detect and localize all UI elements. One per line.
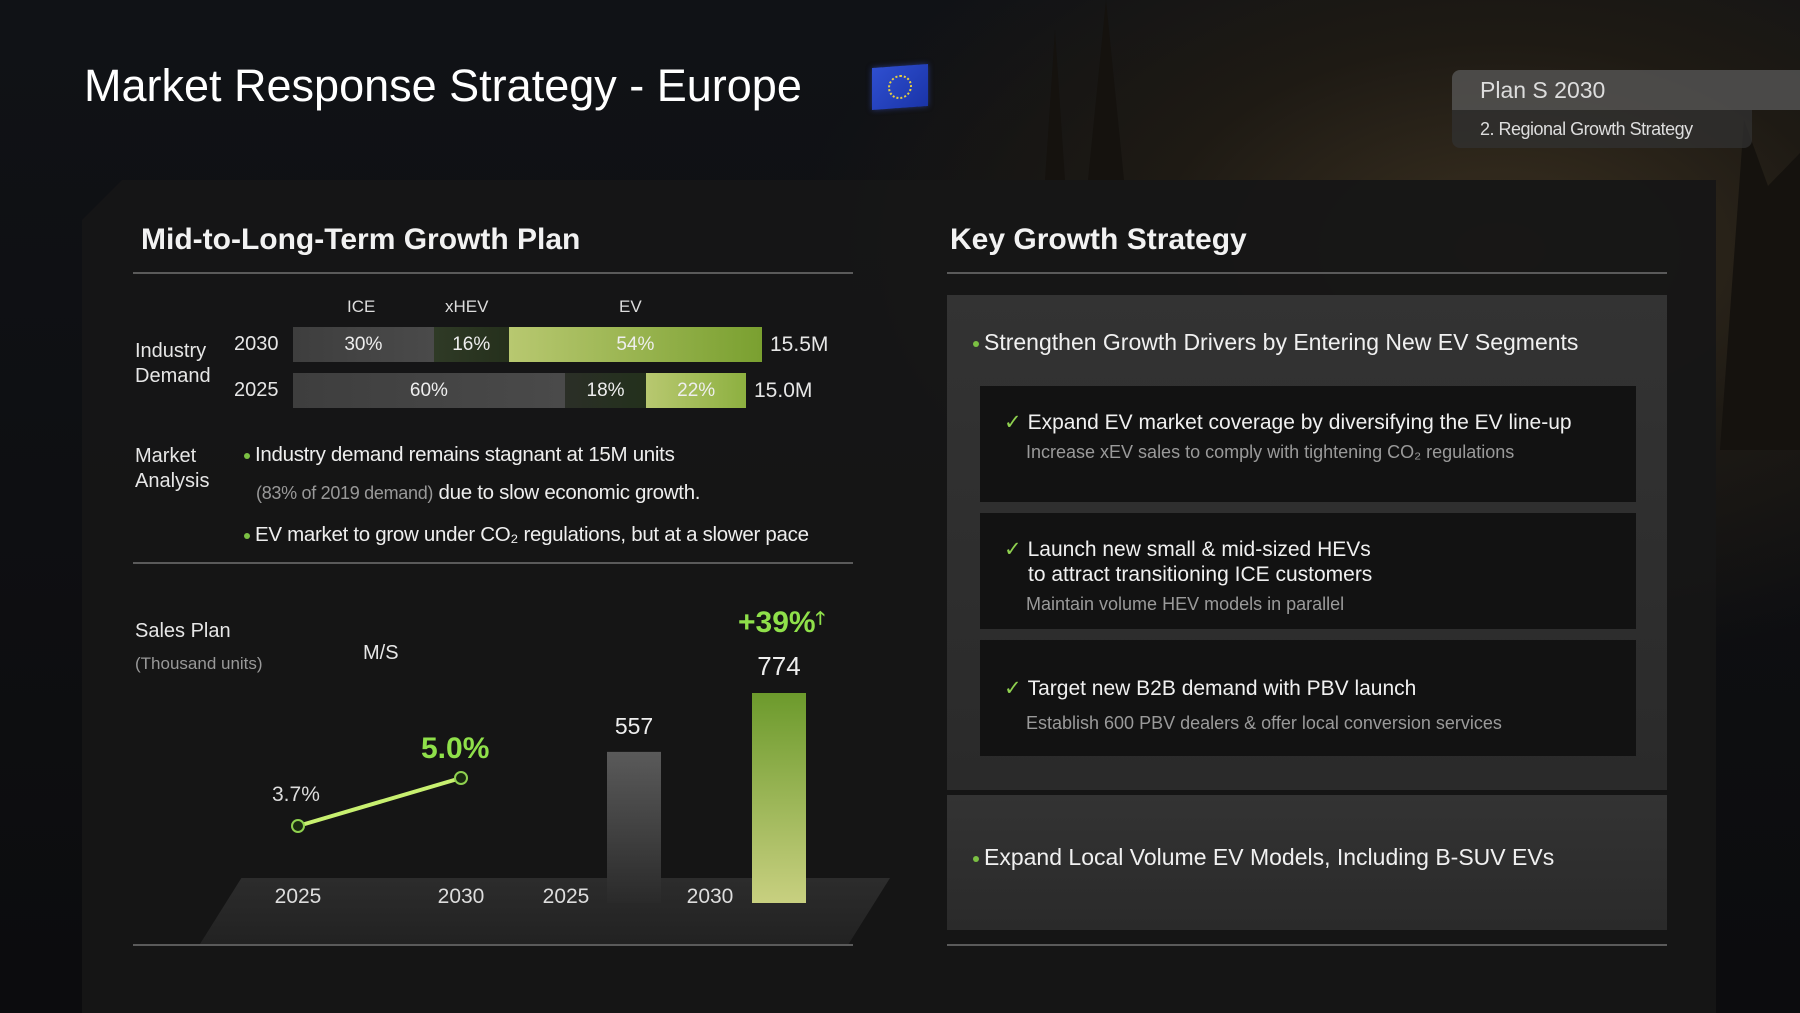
- strategy-bullet: Expand Local Volume EV Models, Including…: [973, 844, 1641, 871]
- bullet-icon: [244, 532, 250, 539]
- bar-segment-xhev: 18%: [564, 373, 647, 408]
- bar-segment-ice: 30%: [293, 327, 434, 362]
- ms-value-label: 3.7%: [272, 783, 320, 806]
- divider: [947, 944, 1667, 946]
- bar-segment-ev: 22%: [646, 373, 746, 408]
- legend-ice: ICE: [347, 297, 376, 316]
- right-section-title: Key Growth Strategy: [950, 223, 1247, 256]
- card-title: Target new B2B demand with PBV launch: [1027, 677, 1417, 700]
- stacked-bar: 30% 16% 54%: [293, 327, 762, 362]
- ms-x-label: 2025: [275, 885, 322, 908]
- ms-label: M/S: [363, 642, 399, 664]
- sales-bar: [607, 751, 661, 903]
- left-section-title: Mid-to-Long-Term Growth Plan: [141, 223, 581, 256]
- sales-unit-label: (Thousand units): [135, 654, 263, 673]
- growth-annotation: +39%🡑: [738, 606, 825, 640]
- analysis-text: Industry demand remains stagnant at 15M …: [255, 443, 675, 466]
- analysis-bullet-1: Industry demand remains stagnant at 15M …: [244, 443, 675, 467]
- arrow-up-icon: 🡑: [815, 608, 825, 628]
- legend-xhev: xHEV: [445, 297, 489, 316]
- strategy-card: ✓ Expand EV market coverage by diversifyi…: [980, 386, 1636, 502]
- strategy-box-2: Expand Local Volume EV Models, Including…: [947, 795, 1667, 930]
- ms-value-label: 5.0%: [421, 732, 489, 765]
- bullet-icon: [973, 855, 979, 862]
- bar-year-label: 2025: [234, 379, 279, 401]
- check-icon: ✓: [1004, 538, 1022, 561]
- card-subtitle: Establish 600 PBV dealers & offer local …: [1026, 713, 1502, 733]
- sales-x-label: 2030: [687, 885, 734, 908]
- check-icon: ✓: [1004, 411, 1022, 434]
- card-title: Expand EV market coverage by diversifyin…: [1027, 411, 1572, 434]
- bar-year-label: 2030: [234, 333, 279, 355]
- analysis-text: EV market to grow under CO₂ regulations,…: [255, 523, 809, 546]
- strategy-text: Expand Local Volume EV Models, Including…: [984, 844, 1555, 870]
- strategy-card: ✓ Target new B2B demand with PBV launch E…: [980, 640, 1636, 756]
- plan-badge: Plan S 2030: [1452, 70, 1800, 110]
- ms-point: [454, 771, 468, 785]
- card-title: Launch new small & mid-sized HEVs: [1027, 538, 1371, 561]
- card-subtitle: Maintain volume HEV models in parallel: [1026, 594, 1345, 614]
- analysis-bullet-1-cont: (83% of 2019 demand) due to slow economi…: [256, 481, 700, 505]
- bullet-icon: [973, 340, 979, 347]
- sales-x-label: 2025: [543, 885, 590, 908]
- analysis-bullet-2: EV market to grow under CO₂ regulations,…: [244, 523, 809, 547]
- bar-segment-ev: 54%: [508, 327, 762, 362]
- sales-value-label: 774: [757, 651, 800, 681]
- strategy-box: Strengthen Growth Drivers by Entering Ne…: [947, 295, 1667, 790]
- plan-section: 2. Regional Growth Strategy: [1452, 110, 1752, 148]
- ms-point: [291, 819, 305, 833]
- bar-segment-ice: 60%: [293, 373, 565, 408]
- divider: [947, 272, 1667, 274]
- ms-line: [297, 776, 462, 828]
- bar-total-label: 15.0M: [754, 379, 813, 402]
- sales-plan-label: Sales Plan: [135, 620, 231, 642]
- analysis-text: due to slow economic growth.: [438, 481, 701, 504]
- strategy-text: Strengthen Growth Drivers by Entering Ne…: [984, 329, 1579, 355]
- ms-x-label: 2030: [438, 885, 485, 908]
- legend-ev: EV: [619, 297, 642, 316]
- industry-demand-label: Industry Demand: [135, 340, 211, 387]
- card-title-cont: to attract transitioning ICE customers: [1028, 563, 1373, 586]
- strategy-bullet: Strengthen Growth Drivers by Entering Ne…: [973, 329, 1578, 356]
- sales-chart: 3.7% 2025 5.0% 2030 557 2025 774 2030: [272, 651, 806, 908]
- divider: [133, 562, 853, 564]
- bar-total-label: 15.5M: [770, 333, 829, 356]
- sales-value-label: 557: [615, 713, 653, 739]
- bullet-icon: [244, 452, 250, 459]
- market-analysis-label: Market Analysis: [135, 445, 210, 492]
- analysis-note: (83% of 2019 demand): [256, 483, 434, 503]
- growth-value: +39%: [738, 606, 816, 639]
- bar-segment-xhev: 16%: [433, 327, 509, 362]
- divider: [133, 944, 853, 946]
- card-subtitle: Increase xEV sales to comply with tighte…: [1026, 442, 1515, 462]
- sales-bar: [752, 693, 806, 903]
- stacked-bar: 60% 18% 22%: [293, 373, 746, 408]
- divider: [133, 272, 853, 274]
- check-icon: ✓: [1004, 677, 1022, 700]
- strategy-card: ✓ Launch new small & mid-sized HEVs to at…: [980, 513, 1636, 629]
- page-title: Market Response Strategy - Europe: [84, 60, 802, 111]
